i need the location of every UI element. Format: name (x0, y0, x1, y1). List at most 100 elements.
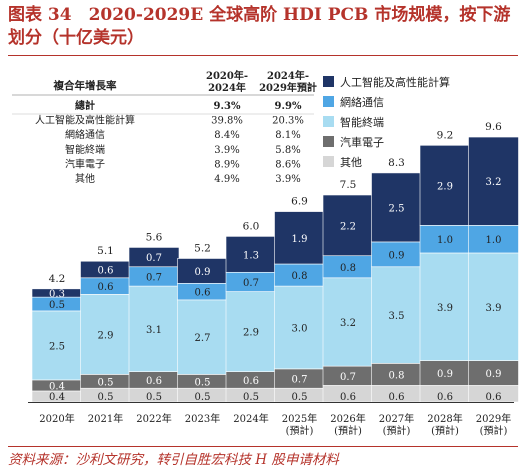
total-label: 5.1 (97, 245, 114, 257)
legend-swatch (323, 76, 334, 87)
total-label: 6.0 (243, 220, 260, 232)
cagr-row-value-2: 8.1% (275, 130, 300, 141)
bar-segment (274, 285, 325, 370)
segment-label: 0.5 (49, 300, 65, 311)
segment-label: 3.1 (146, 325, 162, 336)
total-label: 8.3 (388, 157, 405, 169)
bar-segment (371, 172, 422, 243)
x-tick-label: 2024年 (233, 412, 268, 425)
segment-label: 3.2 (340, 318, 356, 329)
cagr-row-value-1: 8.4% (214, 130, 239, 141)
segment-label: 3.5 (389, 311, 405, 322)
x-tick-label: 2021年 (88, 412, 123, 425)
segment-label: 0.6 (486, 392, 502, 403)
segment-label: 0.9 (195, 267, 211, 278)
segment-label: 0.8 (292, 271, 308, 282)
segment-label: 0.5 (98, 377, 114, 388)
x-tick-label: 2022年 (136, 412, 171, 425)
x-tick-label: 2027年(預計) (379, 412, 414, 437)
segment-label: 0.4 (49, 392, 65, 403)
bar-segment (468, 225, 519, 254)
x-tick-label: 2020年 (39, 412, 74, 425)
x-tick-label: 2026年(預計) (330, 412, 365, 437)
segment-label: 0.6 (195, 288, 211, 299)
total-label: 4.2 (49, 273, 66, 285)
segment-label: 0.5 (146, 392, 162, 403)
cagr-row-value-1: 4.9% (214, 174, 239, 185)
segment-label: 0.7 (292, 375, 308, 386)
segment-label: 3.2 (486, 177, 502, 188)
legend-swatch (323, 96, 334, 107)
bar-segment (322, 277, 374, 367)
bar-segment (31, 310, 83, 381)
segment-label: 0.6 (146, 376, 162, 387)
legend-swatch (323, 136, 334, 147)
total-label: 9.2 (437, 129, 454, 141)
segment-label: 0.9 (437, 369, 453, 380)
total-label: 6.9 (291, 196, 308, 208)
bar-segment (419, 360, 471, 386)
legend-label: 網絡通信 (340, 95, 384, 109)
source-note: 资料来源：沙利文研究，转引自胜宏科技 H 股申请材料 (8, 452, 339, 468)
x-tick-label: 2025年(預計) (282, 412, 317, 437)
cagr-header-period-1: 2020年-2024年 (206, 69, 248, 94)
source-rule (8, 446, 518, 447)
segment-label: 3.9 (437, 303, 453, 314)
cagr-row-value-2: 5.8% (275, 145, 300, 156)
cagr-row-label: 汽車電子 (65, 157, 105, 170)
cagr-row-value-2: 9.9% (275, 101, 302, 112)
bar-segment (177, 299, 228, 375)
cagr-row-label: 其他 (75, 172, 95, 185)
segment-label: 0.6 (437, 392, 453, 403)
segment-label: 1.0 (437, 235, 453, 246)
cagr-row-value-1: 39.8% (211, 116, 243, 127)
segment-label: 0.5 (292, 392, 308, 403)
title-rule (8, 55, 518, 56)
segment-label: 0.7 (340, 372, 356, 383)
segment-label: 0.7 (146, 253, 162, 264)
figure-title: 图表 34 2020-2029E 全球高阶 HDI PCB 市场规模，按下游划分… (8, 5, 511, 48)
segment-label: 0.9 (389, 250, 405, 261)
bar-segment (468, 360, 519, 386)
segment-label: 0.6 (98, 282, 114, 293)
bar-segment (274, 211, 325, 265)
cagr-row-value-2: 8.6% (275, 159, 300, 170)
segment-label: 0.5 (195, 377, 211, 388)
cagr-header-label: 複合年增長率 (53, 79, 117, 92)
segment-label: 2.5 (49, 341, 65, 352)
legend-label: 其他 (340, 156, 362, 169)
total-label: 5.2 (194, 242, 211, 254)
legend-swatch (323, 156, 334, 167)
segment-label: 2.7 (195, 333, 211, 344)
segment-label: 0.8 (340, 263, 356, 274)
segment-label: 3.0 (292, 323, 308, 334)
x-tick-label: 2023年 (185, 412, 220, 425)
legend-label: 人工智能及高性能計算 (340, 75, 450, 89)
segment-label: 2.2 (340, 221, 356, 232)
cagr-row-label: 總計 (75, 99, 95, 112)
bar-segment (322, 194, 374, 257)
bar-segment (128, 247, 180, 268)
cagr-header-period-2: 2024年-2029年預計 (259, 69, 317, 94)
segment-label: 2.9 (437, 181, 453, 192)
cagr-row-value-1: 9.3% (214, 101, 241, 112)
x-tick-label: 2028年(預計) (427, 412, 462, 437)
total-label: 5.6 (146, 231, 163, 243)
segment-label: 0.5 (243, 392, 259, 403)
segment-label: 0.6 (98, 266, 114, 277)
segment-label: 2.9 (243, 328, 259, 339)
segment-label: 0.7 (243, 278, 259, 289)
segment-label: 0.4 (49, 381, 65, 392)
bar-segment (371, 266, 422, 364)
segment-label: 0.7 (146, 272, 162, 283)
total-label: 9.6 (485, 121, 502, 133)
cagr-row-value-1: 8.9% (214, 159, 239, 170)
cagr-row-label: 網絡通信 (65, 128, 105, 141)
segment-label: 3.9 (486, 303, 502, 314)
cagr-row-label: 人工智能及高性能計算 (35, 114, 135, 127)
segment-label: 0.6 (243, 376, 259, 387)
segment-label: 2.9 (98, 330, 114, 341)
